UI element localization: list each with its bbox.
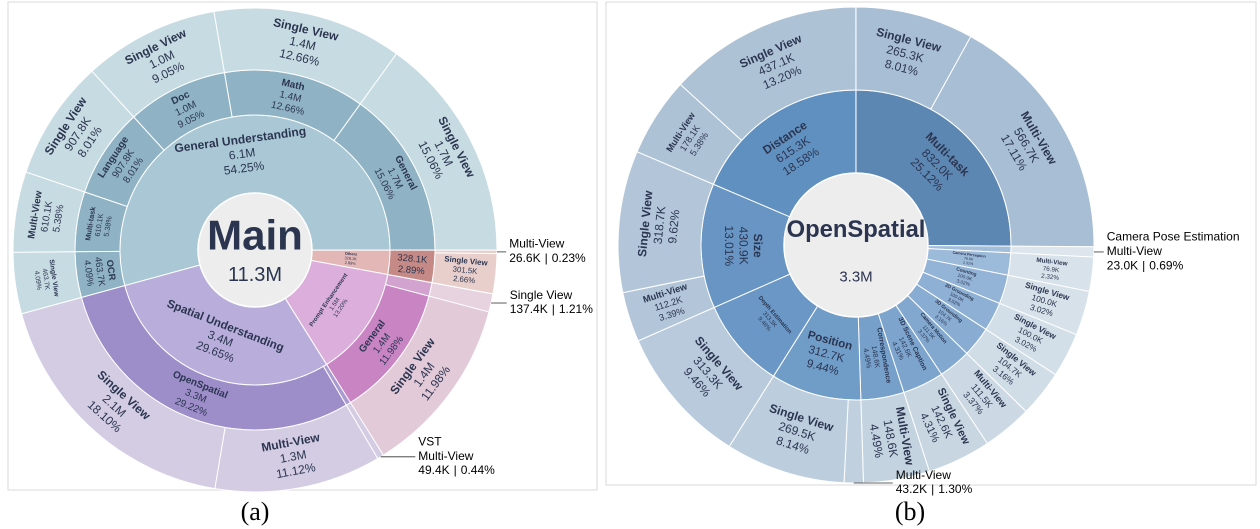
segment-value: 430.9K [736, 227, 750, 265]
segment-name: OCR [104, 259, 117, 281]
sunburst: General Understanding6.1M54.25% General1.… [12, 7, 594, 493]
center-title: Main [207, 212, 303, 259]
callout-count: 49.4K [418, 463, 449, 477]
caption: (b) [895, 497, 925, 526]
callout-percent: 0.69% [1149, 259, 1183, 273]
segment-label: Multi-View76.9K2.32% [1034, 256, 1068, 282]
segment-value: 4.49% [867, 423, 887, 459]
segment-value: 148.6K [880, 418, 900, 458]
center-circle [783, 172, 929, 318]
segment-value: 13.01% [722, 225, 736, 266]
segment-value: 2.89% [397, 263, 425, 276]
segment-value: 610.1K [39, 200, 55, 233]
callout: VST Multi-View 49.4K | 0.44% [418, 435, 495, 478]
callout-separator: | [545, 251, 548, 265]
segment-value: 9.62% [665, 209, 682, 245]
segment-value: 2.32% [1041, 272, 1060, 281]
segment-value: 610.1K [93, 213, 106, 237]
segment-label: Single View463.7K4.09% [32, 259, 60, 300]
segment-value: 463.7K [41, 268, 51, 291]
segment-value: 76.9K [1042, 265, 1060, 274]
callout-percent: 0.44% [461, 463, 495, 477]
segment-value: 4.49% [862, 348, 873, 370]
segment-label: Single View301.5K2.66% [442, 254, 489, 286]
segment-value: 76.9K [964, 256, 975, 261]
center-value: 11.3M [228, 264, 282, 286]
callout-name: Multi-View [509, 237, 564, 251]
caption: (a) [241, 497, 270, 526]
callout: Camera Pose Estimation Multi-View 23.0K | 0.… [1107, 230, 1240, 273]
segment-value: 3.02% [946, 297, 961, 309]
segment-label: Size430.9K13.01% [722, 225, 765, 266]
panel [605, 1, 1257, 486]
segment-value: 4.09% [82, 259, 96, 287]
callout-separator: | [454, 463, 457, 477]
segment [434, 249, 498, 255]
segment-value: 6.1M [228, 145, 256, 162]
callout-separator: | [1142, 259, 1145, 273]
segment-value: 2.32% [963, 261, 975, 266]
callout-percent: 1.30% [938, 482, 972, 496]
callout-separator: | [552, 302, 555, 316]
center-value: 3.3M [839, 268, 872, 285]
callout-name: Single View [510, 288, 573, 302]
callout: Multi-View 43.2K | 1.30% [896, 468, 973, 496]
segment-name: Single View [635, 189, 656, 257]
segment-value: 318.7K [651, 206, 669, 245]
segment-value: 328.1K [344, 255, 357, 261]
callout-percent: 1.21% [559, 302, 593, 316]
segment-value: 5.38% [102, 215, 114, 237]
segment-label: Multi-task610.1K5.38% [83, 205, 115, 244]
segment-value: 463.7K [93, 256, 107, 287]
callout-name: Multi-View [896, 468, 951, 482]
segment-label: Single View318.7K9.62% [635, 189, 684, 260]
segment-value: 5.38% [51, 204, 66, 234]
callout-name: Multi-View [418, 449, 473, 463]
segment-value: 1.4M [278, 89, 302, 105]
segment-value: 328.1K [397, 252, 429, 266]
segment-name: Math [280, 77, 305, 93]
segment-value: 1.3M [279, 447, 308, 466]
segment [679, 6, 857, 142]
segment-name: Single View [444, 254, 489, 267]
callout: Single View 137.4K | 1.21% [510, 288, 594, 316]
segment-value: 2.89% [345, 260, 357, 266]
sunburst: Multi-task832.0K25.12%Single View265.3K8… [617, 6, 1240, 496]
segment-value: 301.5K [452, 265, 478, 276]
segment-label: Others328.1K2.89% [344, 251, 358, 266]
segment-label: Camera Perception76.9K2.32% [951, 251, 986, 268]
segment-label: Distance615.3K18.58% [760, 118, 826, 181]
segment-label: OCR463.7K4.09% [82, 255, 118, 289]
callout-name: VST [418, 435, 442, 449]
callout-count: 43.2K [896, 482, 927, 496]
segment-name: Counting [955, 266, 977, 278]
segment-name: Others [345, 251, 358, 257]
segment-name: Multi-View [1036, 256, 1068, 267]
segment-name: Size [751, 234, 765, 258]
callout-name: Multi-View [1107, 244, 1162, 258]
segment-value: 100.0K [957, 273, 974, 283]
callout: Multi-View 26.6K | 0.23% [509, 237, 586, 265]
segment-value: 148.6K [870, 345, 882, 369]
segment-label: 328.1K2.89% [396, 252, 429, 277]
segment-value: 2.66% [453, 274, 476, 285]
segment-value: 3.02% [956, 279, 971, 289]
callout-count: 23.0K [1107, 259, 1138, 273]
callout-separator: | [931, 482, 934, 496]
center-circle [197, 192, 313, 308]
segment-label: Counting100.0K3.02% [952, 266, 977, 289]
segment-value: 54.25% [223, 159, 266, 178]
segment-value: 4.09% [33, 270, 43, 290]
callout-count: 137.4K [510, 302, 548, 316]
callout-name: Camera Pose Estimation [1107, 230, 1240, 244]
panel [7, 1, 598, 491]
center-title: OpenSpatial [787, 216, 926, 243]
segment-name: Camera Perception [952, 251, 986, 259]
callout-percent: 0.23% [552, 251, 586, 265]
segment-value: 1.4M [288, 34, 317, 54]
callout-count: 26.6K [509, 251, 540, 265]
